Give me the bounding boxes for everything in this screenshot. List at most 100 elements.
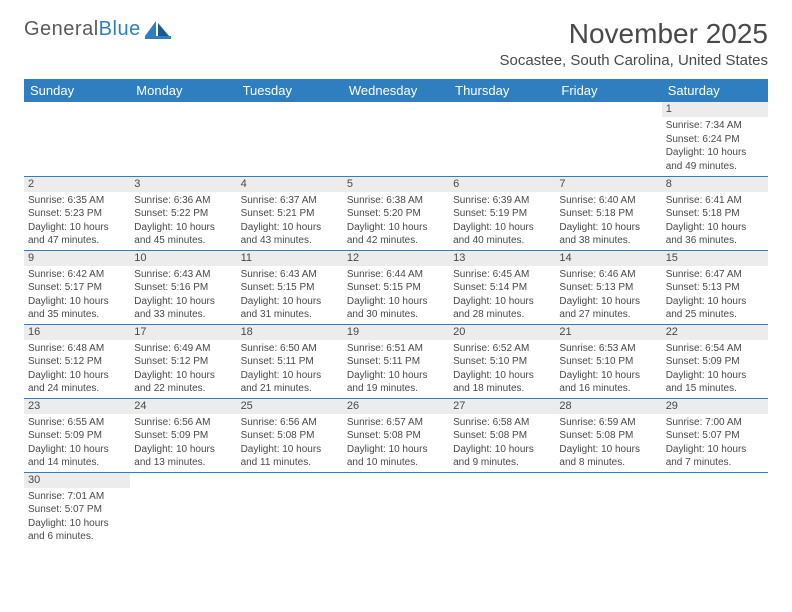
day-cell: 28Sunrise: 6:59 AMSunset: 5:08 PMDayligh… (555, 398, 661, 472)
day-info: Sunrise: 6:58 AMSunset: 5:08 PMDaylight:… (449, 414, 555, 472)
logo-text: GeneralBlue (24, 18, 141, 41)
day-info: Sunrise: 7:00 AMSunset: 5:07 PMDaylight:… (662, 414, 768, 472)
day-header: Wednesday (343, 79, 449, 102)
logo-word1: General (24, 18, 99, 40)
day-number: 21 (555, 325, 661, 340)
logo-word2: Blue (99, 18, 141, 40)
day-cell: 20Sunrise: 6:52 AMSunset: 5:10 PMDayligh… (449, 324, 555, 398)
day-info: Sunrise: 6:53 AMSunset: 5:10 PMDaylight:… (555, 340, 661, 398)
logo: GeneralBlue (24, 18, 171, 41)
day-cell: 30Sunrise: 7:01 AMSunset: 5:07 PMDayligh… (24, 472, 130, 546)
week-row: 9Sunrise: 6:42 AMSunset: 5:17 PMDaylight… (24, 250, 768, 324)
day-info: Sunrise: 6:39 AMSunset: 5:19 PMDaylight:… (449, 192, 555, 250)
day-cell: 11Sunrise: 6:43 AMSunset: 5:15 PMDayligh… (237, 250, 343, 324)
day-number: 15 (662, 251, 768, 266)
day-cell: 1Sunrise: 7:34 AMSunset: 6:24 PMDaylight… (662, 102, 768, 176)
day-cell (555, 472, 661, 546)
day-cell: 6Sunrise: 6:39 AMSunset: 5:19 PMDaylight… (449, 176, 555, 250)
day-cell: 8Sunrise: 6:41 AMSunset: 5:18 PMDaylight… (662, 176, 768, 250)
day-number: 17 (130, 325, 236, 340)
day-info: Sunrise: 6:37 AMSunset: 5:21 PMDaylight:… (237, 192, 343, 250)
day-cell: 16Sunrise: 6:48 AMSunset: 5:12 PMDayligh… (24, 324, 130, 398)
day-cell (130, 102, 236, 176)
day-number: 12 (343, 251, 449, 266)
week-row: 2Sunrise: 6:35 AMSunset: 5:23 PMDaylight… (24, 176, 768, 250)
day-number: 8 (662, 177, 768, 192)
day-cell (343, 102, 449, 176)
day-cell: 18Sunrise: 6:50 AMSunset: 5:11 PMDayligh… (237, 324, 343, 398)
day-number: 28 (555, 399, 661, 414)
day-number: 2 (24, 177, 130, 192)
day-cell: 22Sunrise: 6:54 AMSunset: 5:09 PMDayligh… (662, 324, 768, 398)
day-info: Sunrise: 6:43 AMSunset: 5:15 PMDaylight:… (237, 266, 343, 324)
day-header: Saturday (662, 79, 768, 102)
day-number: 14 (555, 251, 661, 266)
day-info: Sunrise: 6:59 AMSunset: 5:08 PMDaylight:… (555, 414, 661, 472)
day-info: Sunrise: 6:57 AMSunset: 5:08 PMDaylight:… (343, 414, 449, 472)
day-info: Sunrise: 6:44 AMSunset: 5:15 PMDaylight:… (343, 266, 449, 324)
day-info: Sunrise: 6:47 AMSunset: 5:13 PMDaylight:… (662, 266, 768, 324)
day-info: Sunrise: 6:38 AMSunset: 5:20 PMDaylight:… (343, 192, 449, 250)
day-number: 29 (662, 399, 768, 414)
day-cell: 23Sunrise: 6:55 AMSunset: 5:09 PMDayligh… (24, 398, 130, 472)
day-cell: 29Sunrise: 7:00 AMSunset: 5:07 PMDayligh… (662, 398, 768, 472)
day-cell (343, 472, 449, 546)
day-cell (449, 472, 555, 546)
calendar-page: GeneralBlue November 2025 Socastee, Sout… (0, 0, 792, 546)
day-cell: 27Sunrise: 6:58 AMSunset: 5:08 PMDayligh… (449, 398, 555, 472)
day-info: Sunrise: 6:56 AMSunset: 5:09 PMDaylight:… (130, 414, 236, 472)
day-number: 23 (24, 399, 130, 414)
day-number: 11 (237, 251, 343, 266)
day-cell (555, 102, 661, 176)
day-number: 16 (24, 325, 130, 340)
day-cell: 21Sunrise: 6:53 AMSunset: 5:10 PMDayligh… (555, 324, 661, 398)
day-info: Sunrise: 6:55 AMSunset: 5:09 PMDaylight:… (24, 414, 130, 472)
day-cell (237, 472, 343, 546)
day-info: Sunrise: 6:48 AMSunset: 5:12 PMDaylight:… (24, 340, 130, 398)
day-info: Sunrise: 6:41 AMSunset: 5:18 PMDaylight:… (662, 192, 768, 250)
day-cell: 9Sunrise: 6:42 AMSunset: 5:17 PMDaylight… (24, 250, 130, 324)
day-info: Sunrise: 7:34 AMSunset: 6:24 PMDaylight:… (662, 117, 768, 175)
day-number: 5 (343, 177, 449, 192)
day-info: Sunrise: 6:46 AMSunset: 5:13 PMDaylight:… (555, 266, 661, 324)
day-number: 9 (24, 251, 130, 266)
day-cell (662, 472, 768, 546)
header: GeneralBlue November 2025 Socastee, Sout… (24, 18, 768, 69)
day-number: 6 (449, 177, 555, 192)
location: Socastee, South Carolina, United States (500, 52, 769, 69)
day-info: Sunrise: 6:49 AMSunset: 5:12 PMDaylight:… (130, 340, 236, 398)
day-number: 26 (343, 399, 449, 414)
day-number: 25 (237, 399, 343, 414)
week-row: 16Sunrise: 6:48 AMSunset: 5:12 PMDayligh… (24, 324, 768, 398)
day-cell: 5Sunrise: 6:38 AMSunset: 5:20 PMDaylight… (343, 176, 449, 250)
day-number: 19 (343, 325, 449, 340)
week-row: 23Sunrise: 6:55 AMSunset: 5:09 PMDayligh… (24, 398, 768, 472)
day-cell: 13Sunrise: 6:45 AMSunset: 5:14 PMDayligh… (449, 250, 555, 324)
day-info: Sunrise: 6:50 AMSunset: 5:11 PMDaylight:… (237, 340, 343, 398)
day-number: 13 (449, 251, 555, 266)
day-info: Sunrise: 6:43 AMSunset: 5:16 PMDaylight:… (130, 266, 236, 324)
day-number: 7 (555, 177, 661, 192)
day-cell (24, 102, 130, 176)
calendar-table: Sunday Monday Tuesday Wednesday Thursday… (24, 79, 768, 546)
day-cell: 19Sunrise: 6:51 AMSunset: 5:11 PMDayligh… (343, 324, 449, 398)
day-header: Monday (130, 79, 236, 102)
day-cell (449, 102, 555, 176)
day-info: Sunrise: 6:54 AMSunset: 5:09 PMDaylight:… (662, 340, 768, 398)
day-info: Sunrise: 7:01 AMSunset: 5:07 PMDaylight:… (24, 488, 130, 546)
day-number: 3 (130, 177, 236, 192)
month-title: November 2025 (500, 18, 769, 50)
day-cell: 10Sunrise: 6:43 AMSunset: 5:16 PMDayligh… (130, 250, 236, 324)
day-info: Sunrise: 6:51 AMSunset: 5:11 PMDaylight:… (343, 340, 449, 398)
day-header: Tuesday (237, 79, 343, 102)
day-cell: 17Sunrise: 6:49 AMSunset: 5:12 PMDayligh… (130, 324, 236, 398)
day-header: Friday (555, 79, 661, 102)
day-cell: 25Sunrise: 6:56 AMSunset: 5:08 PMDayligh… (237, 398, 343, 472)
day-cell (130, 472, 236, 546)
day-cell (237, 102, 343, 176)
day-cell: 24Sunrise: 6:56 AMSunset: 5:09 PMDayligh… (130, 398, 236, 472)
day-cell: 7Sunrise: 6:40 AMSunset: 5:18 PMDaylight… (555, 176, 661, 250)
day-cell: 2Sunrise: 6:35 AMSunset: 5:23 PMDaylight… (24, 176, 130, 250)
day-info: Sunrise: 6:52 AMSunset: 5:10 PMDaylight:… (449, 340, 555, 398)
day-cell: 3Sunrise: 6:36 AMSunset: 5:22 PMDaylight… (130, 176, 236, 250)
